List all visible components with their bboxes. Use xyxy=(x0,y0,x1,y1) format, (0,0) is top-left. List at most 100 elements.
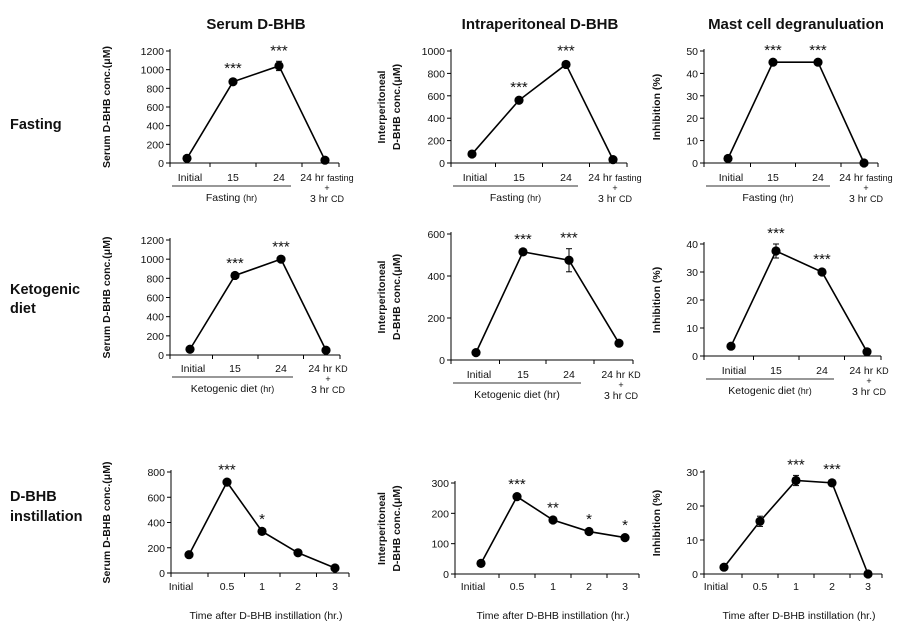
y-tick-label: 600 xyxy=(427,229,445,241)
x-tick-label: Initial xyxy=(704,581,729,593)
data-point xyxy=(817,267,827,277)
significance-label: *** xyxy=(508,476,526,493)
x-tick-label-part: fasting xyxy=(615,173,642,183)
y-tick-label: 600 xyxy=(147,492,165,504)
group-label-text: Fasting xyxy=(490,192,527,204)
x-tick-label-part: CD xyxy=(619,194,632,204)
y-tick-label: 40 xyxy=(686,68,698,80)
data-point xyxy=(321,345,331,355)
y-tick-label: 600 xyxy=(146,293,164,305)
x-tick-label: Initial xyxy=(181,363,206,375)
group-label: Ketogenic diet (hr) xyxy=(191,383,274,395)
significance-label: *** xyxy=(226,255,244,272)
series-line xyxy=(280,258,327,351)
y-tick-label: 50 xyxy=(686,46,698,58)
data-point xyxy=(863,569,873,579)
y-tick-label: 10 xyxy=(686,323,698,335)
y-tick-label: 600 xyxy=(146,102,164,114)
y-tick-label: 10 xyxy=(686,535,698,547)
y-tick-label: 200 xyxy=(147,543,165,555)
x-tick-label: 15 xyxy=(770,365,782,377)
x-tick-label-part: 3 hr xyxy=(849,193,870,205)
x-tick-label-part: CD xyxy=(870,194,883,204)
row-label-instillation-line1: D-BHB xyxy=(10,489,57,505)
data-point xyxy=(771,246,781,256)
y-tick-label: 0 xyxy=(692,569,698,581)
x-tick-label: Initial xyxy=(467,369,492,381)
y-tick-label: 400 xyxy=(427,271,445,283)
x-tick-label: 15 xyxy=(229,363,241,375)
y-tick-label: 600 xyxy=(427,91,445,103)
y-tick-label: 10 xyxy=(686,136,698,148)
y-tick-label: 20 xyxy=(686,113,698,125)
chart-panel-fasting-ip: 0 200 400 600 800 1000 Interperitoneal D-BHB co… xyxy=(376,43,642,205)
data-point xyxy=(467,149,477,159)
group-label-unit: (hr) xyxy=(260,384,274,394)
significance-label: * xyxy=(622,517,628,534)
data-point xyxy=(564,255,574,265)
x-tick-label: + xyxy=(863,183,868,193)
series-line xyxy=(278,65,326,161)
data-point xyxy=(476,558,486,568)
x-tick-label: 24 hr KD xyxy=(601,369,641,381)
data-point xyxy=(222,477,232,487)
significance-label: *** xyxy=(813,251,831,268)
data-point xyxy=(768,57,778,67)
group-label-unit: (hr) xyxy=(798,386,812,396)
data-point xyxy=(230,270,240,281)
y-tick-label: 0 xyxy=(443,569,449,581)
data-point xyxy=(723,153,733,164)
y-tick-label: 300 xyxy=(431,478,449,490)
column-header-intraperitoneal: Intraperitoneal D-BHB xyxy=(462,16,619,33)
x-tick-label: 15 xyxy=(767,172,779,184)
x-tick-label-part: 24 hr xyxy=(588,172,615,184)
chart-panel-fasting-mast: 0 10 20 30 40 50 Inhibition (%) *** *** Initial 15… xyxy=(651,42,893,205)
x-tick-label: 24 xyxy=(563,369,575,381)
x-tick-label: Initial xyxy=(178,172,203,184)
x-tick-label: 3 hr CD xyxy=(598,193,633,205)
x-tick-label: 24 xyxy=(812,172,824,184)
data-point xyxy=(518,247,528,257)
y-axis-label: D-BHB conc.(μM) xyxy=(391,254,403,340)
y-tick-label: 30 xyxy=(686,91,698,103)
x-tick-label: 24 xyxy=(816,365,828,377)
y-tick-label: 200 xyxy=(146,331,164,343)
data-point xyxy=(827,478,837,488)
y-tick-label: 800 xyxy=(146,273,164,285)
significance-label: *** xyxy=(787,456,805,473)
x-tick-label: 24 xyxy=(273,172,285,184)
group-label: Fasting (hr) xyxy=(742,192,793,204)
x-tick-label-part: CD xyxy=(625,391,638,401)
y-tick-label: 40 xyxy=(686,239,698,251)
data-point xyxy=(184,550,194,560)
group-label: Ketogenic diet (hr) xyxy=(474,389,560,401)
data-point xyxy=(512,492,522,502)
data-point xyxy=(548,515,558,525)
x-tick-label-part: 3 hr xyxy=(852,386,873,398)
y-tick-label: 30 xyxy=(686,267,698,279)
x-tick-label: 1 xyxy=(550,581,556,593)
x-tick-label: 3 xyxy=(865,581,871,593)
x-tick-label-part: KD xyxy=(628,370,641,380)
data-point xyxy=(584,526,594,537)
significance-label: *** xyxy=(767,225,785,242)
data-point xyxy=(185,344,195,354)
x-tick-label: 2 xyxy=(586,581,592,593)
y-axis-label: D-BHB conc.(μM) xyxy=(391,64,403,150)
data-point xyxy=(274,61,284,71)
x-tick-label: 1 xyxy=(793,581,799,593)
significance-label: *** xyxy=(224,60,242,77)
group-label-unit: (hr) xyxy=(780,193,794,203)
group-label-text: Ketogenic diet (hr) xyxy=(474,389,560,401)
series-line xyxy=(727,61,818,159)
x-tick-label: 3 hr CD xyxy=(852,386,887,398)
x-tick-label-part: CD xyxy=(331,194,344,204)
x-tick-label: 3 hr CD xyxy=(311,384,346,396)
group-label: Ketogenic diet (hr) xyxy=(728,385,811,397)
significance-label: *** xyxy=(510,79,528,96)
x-tick-label: 0.5 xyxy=(220,581,235,593)
y-tick-label: 20 xyxy=(686,501,698,513)
y-tick-label: 200 xyxy=(427,136,445,148)
chart-panel-kd-serum: 0 200 400 600 800 1000 1200 Serum D-BHB conc.(μ… xyxy=(101,235,348,396)
